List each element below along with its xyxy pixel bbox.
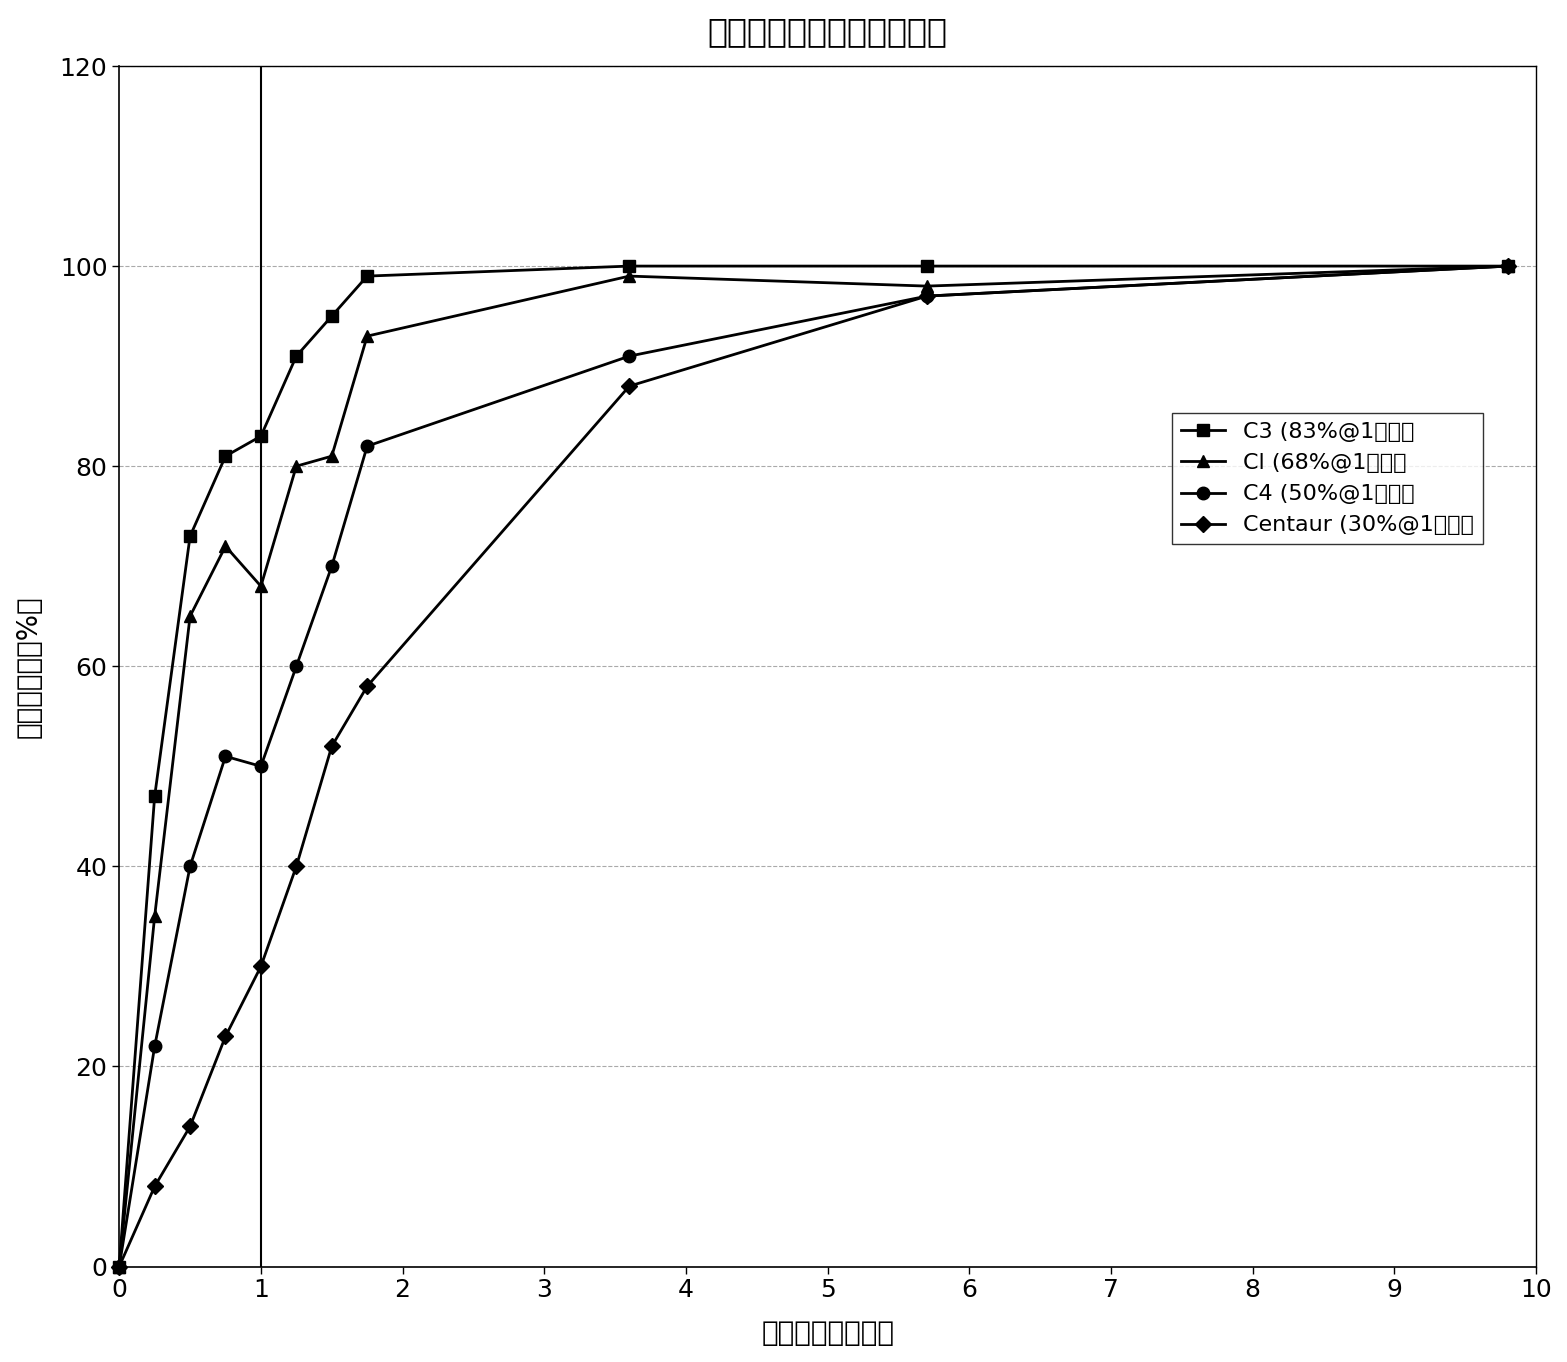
- Centaur (30%@1分钟）: [621, 379, 639, 395]
- C3 (83%@1分钟）: [917, 257, 935, 274]
- C4 (50%@1分钟）: [216, 748, 235, 764]
- C3 (83%@1分钟）: [1498, 257, 1517, 274]
- C4 (50%@1分钟）: [252, 759, 271, 775]
- C4 (50%@1分钟）: [180, 858, 199, 874]
- C3 (83%@1分钟）: [323, 308, 342, 324]
- Cl (68%@1分钟）: [287, 458, 306, 474]
- Centaur (30%@1分钟）: [1498, 257, 1517, 274]
- Cl (68%@1分钟）: [110, 1258, 128, 1275]
- C3 (83%@1分钟）: [216, 448, 235, 464]
- Cl (68%@1分钟）: [357, 328, 376, 345]
- C4 (50%@1分钟）: [621, 347, 639, 364]
- Centaur (30%@1分钟）: [287, 858, 306, 874]
- Cl (68%@1分钟）: [146, 908, 165, 925]
- C4 (50%@1分钟）: [110, 1258, 128, 1275]
- C4 (50%@1分钟）: [917, 287, 935, 304]
- C4 (50%@1分钟）: [1498, 257, 1517, 274]
- Centaur (30%@1分钟）: [110, 1258, 128, 1275]
- C3 (83%@1分钟）: [357, 268, 376, 285]
- Cl (68%@1分钟）: [323, 448, 342, 464]
- C4 (50%@1分钟）: [357, 439, 376, 455]
- Line: C4 (50%@1分钟）: C4 (50%@1分钟）: [113, 260, 1514, 1272]
- Cl (68%@1分钟）: [917, 278, 935, 294]
- Cl (68%@1分钟）: [216, 538, 235, 554]
- C4 (50%@1分钟）: [287, 658, 306, 674]
- Centaur (30%@1分钟）: [146, 1178, 165, 1194]
- Centaur (30%@1分钟）: [252, 959, 271, 975]
- X-axis label: 经过时间（分钟）: 经过时间（分钟）: [762, 1318, 895, 1347]
- Title: 催化碳产品的氯胺减少性能: 催化碳产品的氯胺减少性能: [708, 15, 948, 48]
- Centaur (30%@1分钟）: [357, 678, 376, 695]
- Cl (68%@1分钟）: [180, 607, 199, 624]
- C3 (83%@1分钟）: [621, 257, 639, 274]
- C3 (83%@1分钟）: [252, 428, 271, 444]
- Legend: C3 (83%@1分钟）, Cl (68%@1分钟）, C4 (50%@1分钟）, Centaur (30%@1分钟）: C3 (83%@1分钟）, Cl (68%@1分钟）, C4 (50%@1分钟）…: [1172, 413, 1482, 545]
- C3 (83%@1分钟）: [110, 1258, 128, 1275]
- Centaur (30%@1分钟）: [180, 1118, 199, 1135]
- Cl (68%@1分钟）: [621, 268, 639, 285]
- Y-axis label: 氯胺的减少（%）: 氯胺的减少（%）: [16, 595, 42, 738]
- Cl (68%@1分钟）: [1498, 257, 1517, 274]
- C3 (83%@1分钟）: [287, 347, 306, 364]
- Centaur (30%@1分钟）: [917, 287, 935, 304]
- Centaur (30%@1分钟）: [216, 1028, 235, 1045]
- Line: Cl (68%@1分钟）: Cl (68%@1分钟）: [113, 260, 1514, 1272]
- C4 (50%@1分钟）: [323, 558, 342, 575]
- Centaur (30%@1分钟）: [323, 738, 342, 755]
- Line: Centaur (30%@1分钟）: Centaur (30%@1分钟）: [114, 260, 1514, 1272]
- Cl (68%@1分钟）: [252, 577, 271, 594]
- C4 (50%@1分钟）: [146, 1038, 165, 1054]
- C3 (83%@1分钟）: [146, 789, 165, 805]
- C3 (83%@1分钟）: [180, 528, 199, 545]
- Line: C3 (83%@1分钟）: C3 (83%@1分钟）: [113, 260, 1514, 1272]
